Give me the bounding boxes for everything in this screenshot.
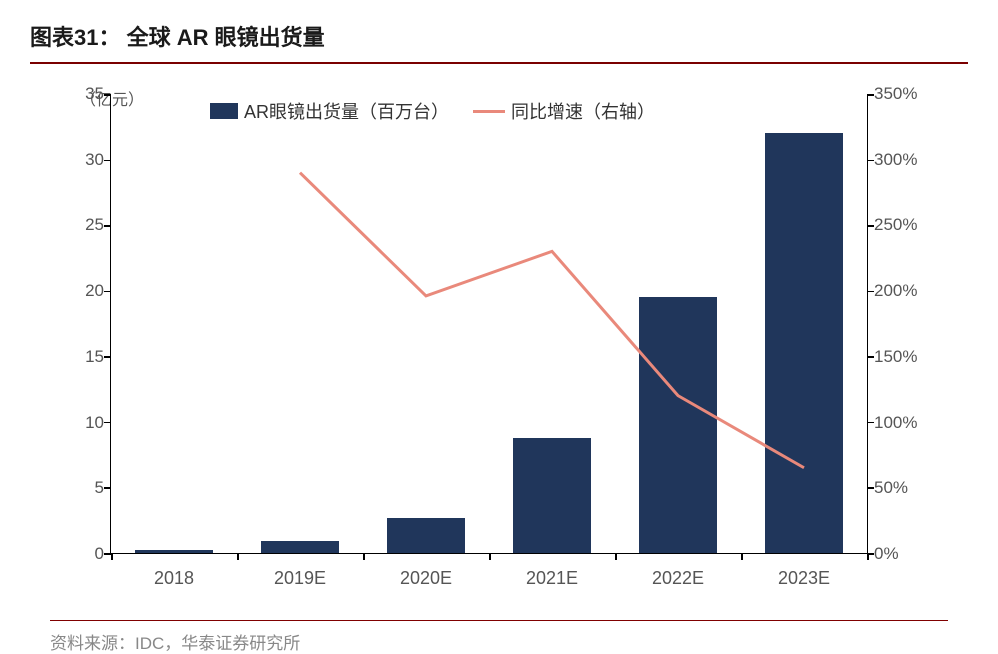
y-right-tick-label: 150% — [874, 347, 917, 367]
y-left-tick-label: 0 — [95, 544, 104, 564]
bar-slot — [363, 94, 489, 553]
y-left-tick — [104, 487, 111, 489]
y-left-tick — [104, 422, 111, 424]
chart-title: 图表31： 全球 AR 眼镜出货量 — [30, 20, 968, 64]
y-right-tick-label: 250% — [874, 215, 917, 235]
y-left-tick — [104, 94, 111, 96]
y-right-tick — [867, 225, 874, 227]
y-right-tick-label: 350% — [874, 84, 917, 104]
x-tick-label: 2022E — [615, 568, 741, 589]
y-right-tick-label: 300% — [874, 150, 917, 170]
y-right-tick — [867, 291, 874, 293]
y-left-tick-label: 10 — [85, 413, 104, 433]
bar — [135, 550, 213, 553]
y-left-axis-labels: 05101520253035 — [64, 94, 104, 554]
x-axis-labels: 20182019E2020E2021E2022E2023E — [111, 568, 867, 589]
y-left-tick-label: 5 — [95, 478, 104, 498]
y-right-tick-label: 0% — [874, 544, 899, 564]
x-tick-label: 2021E — [489, 568, 615, 589]
y-right-tick — [867, 160, 874, 162]
y-right-tick-label: 200% — [874, 281, 917, 301]
bar-slot — [615, 94, 741, 553]
bar-slot — [489, 94, 615, 553]
bar-slot — [237, 94, 363, 553]
y-right-axis-labels: 0%50%100%150%200%250%300%350% — [874, 94, 940, 554]
bar — [513, 438, 591, 553]
y-left-tick-label: 30 — [85, 150, 104, 170]
bar — [765, 133, 843, 553]
y-left-tick — [104, 356, 111, 358]
x-tick-label: 2018 — [111, 568, 237, 589]
y-left-tick-label: 35 — [85, 84, 104, 104]
x-tick — [111, 553, 113, 560]
x-tick — [867, 553, 869, 560]
x-tick — [489, 553, 491, 560]
y-left-tick-label: 25 — [85, 215, 104, 235]
bar-slot — [111, 94, 237, 553]
x-tick — [615, 553, 617, 560]
x-tick — [237, 553, 239, 560]
y-right-tick — [867, 356, 874, 358]
y-left-tick-label: 15 — [85, 347, 104, 367]
y-right-tick-label: 50% — [874, 478, 908, 498]
bar-slot — [741, 94, 867, 553]
title-text: 全球 AR 眼镜出货量 — [127, 25, 325, 50]
bar — [387, 518, 465, 553]
x-tick — [363, 553, 365, 560]
x-tick-label: 2023E — [741, 568, 867, 589]
y-right-tick — [867, 422, 874, 424]
title-prefix: 图表31： — [30, 25, 120, 50]
plot-area: 20182019E2020E2021E2022E2023E — [110, 94, 868, 554]
x-tick — [741, 553, 743, 560]
y-left-tick — [104, 160, 111, 162]
bar — [261, 541, 339, 553]
y-right-tick-label: 100% — [874, 413, 917, 433]
bar — [639, 297, 717, 553]
y-right-tick — [867, 94, 874, 96]
plot: 05101520253035 0%50%100%150%200%250%300%… — [110, 94, 868, 554]
y-left-tick — [104, 553, 111, 555]
y-right-tick — [867, 487, 874, 489]
bars-group — [111, 94, 867, 553]
x-tick-label: 2019E — [237, 568, 363, 589]
y-left-tick-label: 20 — [85, 281, 104, 301]
source-attribution: 资料来源：IDC，华泰证券研究所 — [50, 620, 948, 654]
y-left-tick — [104, 225, 111, 227]
x-tick-label: 2020E — [363, 568, 489, 589]
y-left-tick — [104, 291, 111, 293]
chart-container: （亿元） AR眼镜出货量（百万台） 同比增速（右轴） 0510152025303… — [50, 94, 948, 554]
